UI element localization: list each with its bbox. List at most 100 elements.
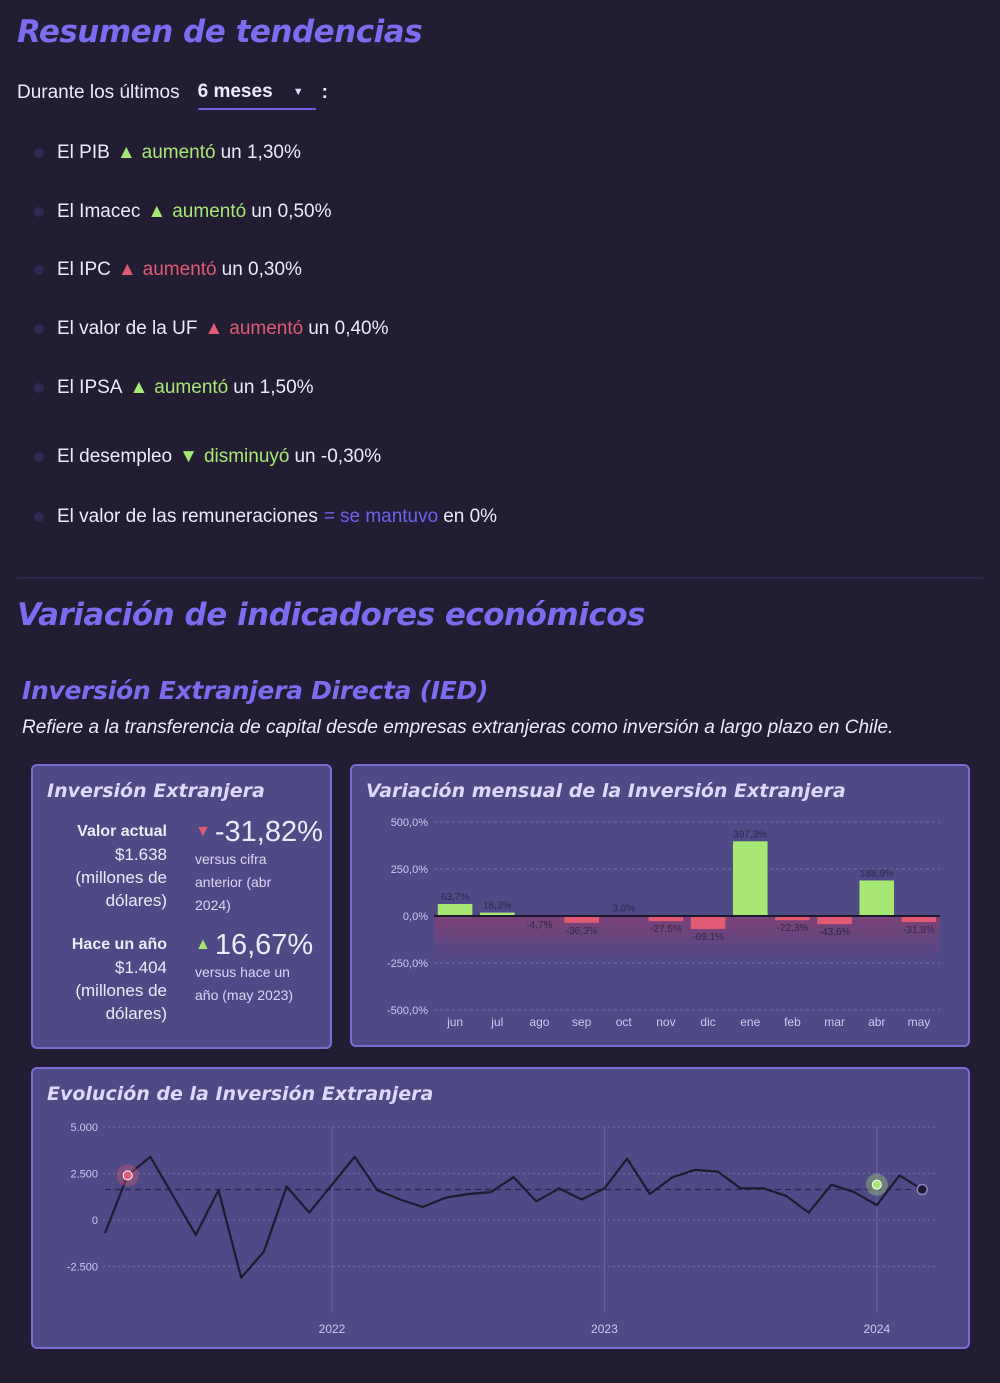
trend-subject: El valor de las remuneraciones (57, 506, 318, 527)
current-change-block: ▼ -31,82% versus cifra anterior (abr 202… (195, 816, 323, 917)
trend-subject: El valor de la UF (57, 318, 198, 339)
bar-value-label: 3,0% (612, 903, 635, 914)
x-tick-label: feb (784, 1015, 801, 1029)
trend-amount: en 0% (443, 506, 498, 527)
trend-amount: un -0,30% (294, 446, 382, 467)
bullet-icon (34, 383, 44, 393)
year-ago-change-note: versus hace un año (may 2023) (195, 964, 294, 1003)
x-tick-label: dic (700, 1015, 715, 1029)
bullet-icon (34, 265, 44, 275)
trend-amount: un 1,50% (233, 377, 314, 398)
bar (564, 916, 599, 923)
trend-amount: un 0,30% (221, 259, 302, 280)
monthly-variation-chart: 500,0% 250,0% 0,0% -250,0% -500,0% 63,7% jun 18… (387, 817, 940, 1029)
bar-value-label: 397,3% (733, 829, 767, 840)
bar-value-label: -27,5% (650, 924, 682, 935)
x-tick-label: ago (529, 1015, 549, 1029)
trend-verb: disminuyó (203, 446, 290, 467)
monthly-chart-title: Variación mensual de la Inversión Extran… (366, 780, 846, 802)
bar (901, 916, 937, 922)
bar (437, 904, 473, 916)
bullet-icon (34, 324, 44, 334)
triangle-up-icon: ▲ (117, 259, 137, 280)
highlight-point[interactable] (122, 1170, 133, 1181)
x-tick-label: oct (616, 1015, 633, 1029)
trend-verb: se mantuvo (339, 506, 439, 527)
x-tick-label: ene (740, 1015, 760, 1029)
year-ago-unit: (millones de dólares) (75, 981, 167, 1023)
bar (648, 916, 684, 922)
triangle-up-icon: ▲ (147, 201, 167, 222)
evolution-chart-title: Evolución de la Inversión Extranjera (47, 1083, 434, 1105)
triangle-up-icon: ▲ (129, 377, 149, 398)
bar-value-label: 63,7% (441, 892, 469, 903)
current-label: Valor actual (77, 823, 167, 840)
current-unit: (millones de dólares) (75, 868, 167, 910)
section-subtitle: Inversión Extranjera Directa (IED) (22, 676, 489, 705)
trend-verb: aumentó (172, 201, 247, 222)
current-value-block: Valor actual $1.638 (millones de dólares… (35, 820, 167, 912)
y-tick-label: 5.000 (70, 1122, 98, 1134)
period-row: Durante los últimos 6 meses ▼ : (17, 76, 328, 110)
x-tick-label: 2024 (863, 1322, 890, 1336)
bar-value-label: 188,9% (860, 868, 894, 879)
year-ago-value: $1.404 (115, 958, 167, 977)
chevron-down-icon: ▼ (292, 86, 304, 98)
y-tick-label: -500,0% (387, 1005, 428, 1017)
evolution-card: Evolución de la Inversión Extranjera 5.0… (31, 1067, 970, 1349)
x-tick-label: jul (490, 1015, 503, 1029)
trend-item: El IPC ▲ aumentó un 0,30% (34, 259, 302, 281)
y-tick-label: 0,0% (403, 911, 428, 923)
bar-value-label: -69,1% (692, 932, 724, 943)
trend-verb: aumentó (229, 318, 304, 339)
x-tick-label: nov (656, 1015, 675, 1029)
trend-item: El Imacec ▲ aumentó un 0,50% (34, 201, 331, 223)
period-select-value: 6 meses (197, 81, 273, 102)
trend-subject: El IPSA (57, 377, 123, 398)
trend-subject: El Imacec (57, 201, 141, 222)
year-ago-label: Hace un año (71, 936, 167, 953)
bar-value-label: -31,8% (903, 925, 935, 936)
trend-subject: El desempleo (57, 446, 173, 467)
highlight-point[interactable] (871, 1179, 882, 1190)
period-select[interactable]: 6 meses ▼ (197, 76, 316, 110)
bullet-icon (34, 148, 44, 158)
trend-amount: un 0,40% (308, 318, 389, 339)
kpi-card: Inversión Extranjera Valor actual $1.638… (31, 764, 332, 1049)
current-change: -31,82% (214, 816, 323, 848)
x-tick-label: may (908, 1015, 931, 1029)
current-change-note: versus cifra anterior (abr 2024) (195, 851, 272, 913)
summary-title: Resumen de tendencias (17, 14, 423, 50)
monthly-variation-card: Variación mensual de la Inversión Extran… (350, 764, 970, 1047)
year-ago-change-block: ▲ 16,67% versus hace un año (may 2023) (195, 929, 313, 1007)
bar (690, 916, 726, 929)
bullet-icon (34, 452, 44, 462)
x-tick-label: abr (868, 1015, 885, 1029)
trend-item: El PIB ▲ aumentó un 1,30% (34, 142, 301, 164)
y-tick-label: -2.500 (67, 1262, 98, 1274)
x-tick-label: 2022 (319, 1322, 346, 1336)
trend-item: El desempleo ▼ disminuyó un -0,30% (34, 446, 381, 468)
last-point[interactable] (916, 1183, 928, 1196)
trend-item: El valor de la UF ▲ aumentó un 0,40% (34, 318, 389, 340)
y-tick-label: -250,0% (387, 958, 428, 970)
bar (479, 912, 515, 916)
trend-amount: un 1,30% (220, 142, 301, 163)
bar-value-label: -36,3% (566, 926, 598, 937)
trend-verb: aumentó (142, 259, 217, 280)
bar (859, 880, 895, 916)
trend-subject: El IPC (57, 259, 111, 280)
trend-item: El valor de las remuneraciones = se mantuv… (34, 506, 497, 528)
x-tick-label: jun (446, 1015, 463, 1029)
year-ago-change: 16,67% (214, 929, 314, 961)
bullet-icon (34, 512, 44, 522)
bar (775, 916, 810, 921)
y-tick-label: 0 (92, 1215, 98, 1227)
trend-subject: El PIB (57, 142, 110, 163)
kpi-card-title: Inversión Extranjera (47, 780, 265, 802)
triangle-down-icon: ▼ (179, 446, 198, 467)
period-prefix: Durante los últimos (17, 82, 180, 103)
year-ago-block: Hace un año $1.404 (millones de dólares) (35, 933, 167, 1025)
y-tick-label: 250,0% (391, 864, 429, 876)
period-suffix: : (321, 82, 328, 103)
